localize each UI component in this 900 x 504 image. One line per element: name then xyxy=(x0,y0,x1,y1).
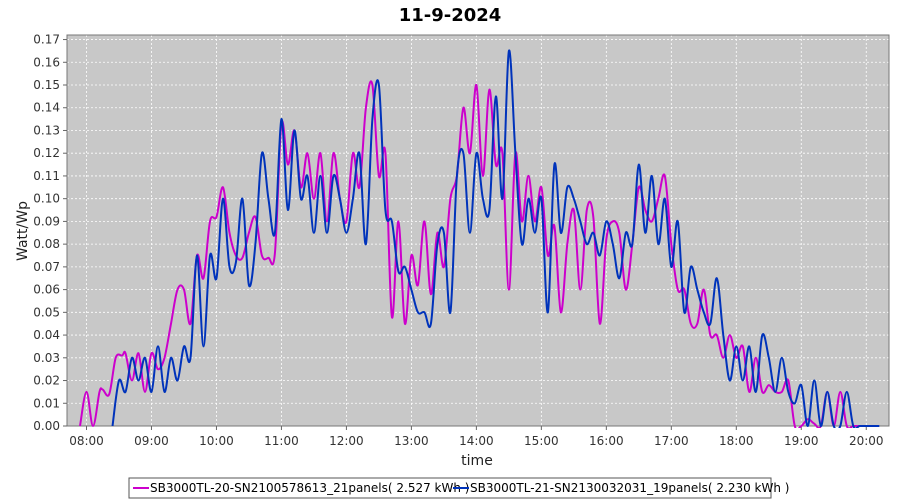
legend-entry-1: SB3000TL-20-SN2100578613_21panels( 2.527… xyxy=(150,481,469,495)
x-tick-label: 13:00 xyxy=(394,434,429,448)
series-line-1 xyxy=(79,80,873,428)
x-tick-label: 11:00 xyxy=(264,434,299,448)
y-tick-label: 0.04 xyxy=(33,328,60,342)
y-tick-label: 0.03 xyxy=(33,351,60,365)
x-tick-label: 10:00 xyxy=(199,434,234,448)
y-tick-label: 0.09 xyxy=(33,214,60,228)
x-tick-label: 19:00 xyxy=(784,434,819,448)
grid-lines xyxy=(67,35,889,427)
x-tick-label: 09:00 xyxy=(134,434,169,448)
series-layer xyxy=(79,49,880,428)
x-tick-label: 12:00 xyxy=(329,434,364,448)
y-axis-ticks: 0.00 0.01 0.02 0.03 0.04 0.05 0.06 0.07 0.08 0.09… xyxy=(33,33,67,433)
y-tick-label: 0.15 xyxy=(33,78,60,92)
y-tick-label: 0.01 xyxy=(33,396,60,410)
y-tick-label: 0.10 xyxy=(33,192,60,206)
x-tick-label: 18:00 xyxy=(719,434,754,448)
y-tick-label: 0.12 xyxy=(33,146,60,160)
x-tick-label: 15:00 xyxy=(524,434,559,448)
x-tick-label: 20:00 xyxy=(849,434,884,448)
y-tick-label: 0.13 xyxy=(33,123,60,137)
y-tick-label: 0.02 xyxy=(33,374,60,388)
x-tick-label: 08:00 xyxy=(69,434,104,448)
plot-border xyxy=(66,34,890,427)
y-tick-label: 0.14 xyxy=(33,101,60,115)
x-tick-label: 16:00 xyxy=(589,434,624,448)
legend-entry-2: SB3000TL-21-SN2130032031_19panels( 2.230… xyxy=(470,481,789,495)
series-line-2 xyxy=(111,49,880,428)
x-tick-label: 17:00 xyxy=(654,434,689,448)
x-tick-label: 14:00 xyxy=(459,434,494,448)
x-axis-ticks: 08:00 09:00 10:00 11:00 12:00 13:00 14:00 15:00… xyxy=(69,426,884,448)
y-tick-label: 0.17 xyxy=(33,33,60,47)
y-tick-label: 0.07 xyxy=(33,260,60,274)
chart-title: 11-9-2024 xyxy=(399,5,502,26)
y-tick-label: 0.00 xyxy=(33,419,60,433)
y-tick-label: 0.05 xyxy=(33,305,60,319)
y-axis-label: Watt/Wp xyxy=(15,201,31,261)
legend: SB3000TL-20-SN2100578613_21panels( 2.527… xyxy=(128,477,789,499)
y-tick-label: 0.11 xyxy=(33,169,60,183)
legend-box xyxy=(128,477,772,499)
axes xyxy=(66,34,890,427)
y-tick-label: 0.08 xyxy=(33,237,60,251)
y-tick-label: 0.06 xyxy=(33,283,60,297)
y-tick-label: 0.16 xyxy=(33,55,60,69)
x-axis-label: time xyxy=(461,453,493,469)
